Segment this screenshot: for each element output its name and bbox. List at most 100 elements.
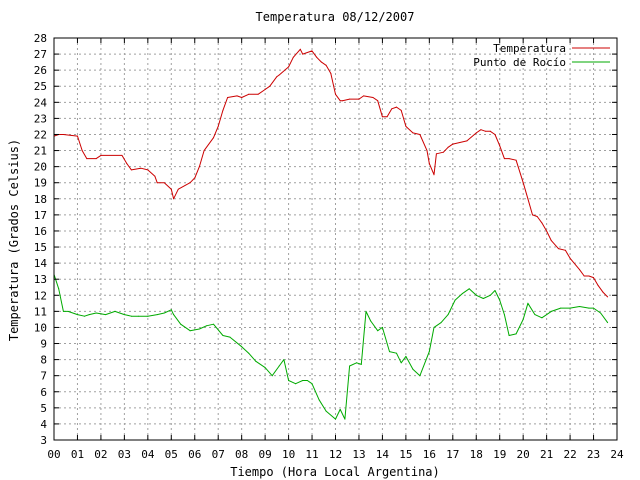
data-point-punto-de-rocio (311, 383, 313, 385)
data-point-punto-de-rocio (180, 323, 182, 325)
x-tick-label: 02 (94, 448, 107, 461)
data-point-punto-de-rocio (335, 418, 336, 420)
y-tick-label: 23 (34, 112, 47, 125)
data-point-temperatura (81, 150, 83, 152)
data-point-temperatura (557, 248, 559, 250)
data-point-punto-de-rocio (468, 288, 470, 290)
data-point-temperatura (335, 93, 336, 95)
data-point-punto-de-rocio (67, 310, 69, 312)
y-tick-label: 13 (34, 273, 47, 286)
legend-label-temperatura: Temperatura (493, 42, 566, 55)
data-point-punto-de-rocio (288, 380, 290, 381)
x-tick-label: 07 (212, 448, 225, 461)
data-point-temperatura (276, 76, 278, 78)
data-point-punto-de-rocio (206, 325, 207, 327)
x-tick-label: 04 (141, 448, 155, 461)
data-point-punto-de-rocio (405, 355, 407, 357)
data-point-punto-de-rocio (527, 302, 529, 304)
data-point-temperatura (248, 93, 250, 95)
data-point-punto-de-rocio (499, 299, 501, 301)
data-point-punto-de-rocio (419, 375, 421, 377)
data-point-temperatura (536, 216, 538, 217)
data-point-temperatura (499, 145, 501, 147)
data-point-temperatura (522, 182, 524, 184)
x-tick-label: 13 (352, 448, 365, 461)
data-point-temperatura (302, 53, 304, 55)
data-point-punto-de-rocio (600, 312, 602, 314)
data-point-punto-de-rocio (77, 314, 78, 316)
data-point-punto-de-rocio (163, 312, 165, 314)
data-point-punto-de-rocio (105, 314, 107, 316)
data-point-punto-de-rocio (344, 418, 346, 420)
y-tick-label: 21 (34, 145, 47, 158)
data-point-punto-de-rocio (62, 310, 64, 312)
axis-ticks: 3 4 5 6 7 8 9 10 11 12 13 14 15 16 17 18 19 20 21 22 23 24 25 2… (34, 32, 624, 461)
data-point-temperatura (508, 158, 510, 160)
data-point-punto-de-rocio (461, 293, 463, 295)
y-tick-label: 10 (34, 321, 47, 334)
data-point-punto-de-rocio (534, 314, 536, 316)
data-point-temperatura (485, 130, 487, 132)
x-tick-label: 10 (282, 448, 295, 461)
x-tick-label: 03 (118, 448, 131, 461)
x-tick-label: 09 (259, 448, 272, 461)
data-point-temperatura (494, 134, 496, 135)
data-point-temperatura (278, 74, 280, 76)
y-tick-label: 9 (40, 338, 47, 351)
data-point-temperatura (372, 97, 374, 98)
y-tick-label: 18 (34, 193, 47, 206)
data-point-punto-de-rocio (569, 307, 571, 309)
x-axis-label: Tiempo (Hora Local Argentina) (230, 465, 440, 479)
data-point-temperatura (579, 269, 580, 271)
data-point-temperatura (100, 154, 102, 156)
data-point-temperatura (396, 106, 397, 108)
chart-title: Temperatura 08/12/2007 (256, 10, 415, 24)
y-tick-label: 19 (34, 177, 47, 190)
x-tick-label: 17 (446, 448, 459, 461)
y-tick-label: 8 (40, 354, 47, 367)
data-point-punto-de-rocio (255, 360, 257, 362)
legend: Temperatura Punto de Rocío (473, 42, 610, 69)
data-point-punto-de-rocio (283, 359, 285, 361)
data-point-temperatura (583, 275, 585, 277)
x-tick-label: 12 (329, 448, 342, 461)
data-point-punto-de-rocio (302, 380, 304, 381)
x-tick-label: 06 (188, 448, 201, 461)
data-point-temperatura (541, 222, 543, 224)
data-point-punto-de-rocio (607, 322, 609, 324)
y-tick-label: 25 (34, 80, 47, 93)
data-point-temperatura (154, 175, 156, 177)
x-tick-label: 16 (423, 448, 436, 461)
data-point-temperatura (588, 275, 590, 277)
data-point-temperatura (426, 150, 428, 152)
data-point-punto-de-rocio (560, 307, 562, 309)
data-point-punto-de-rocio (440, 322, 442, 324)
data-point-temperatura (527, 198, 529, 200)
data-point-punto-de-rocio (156, 314, 158, 316)
data-point-temperatura (342, 100, 343, 102)
data-point-punto-de-rocio (396, 352, 397, 354)
data-point-punto-de-rocio (377, 330, 379, 332)
data-point-punto-de-rocio (349, 365, 351, 367)
data-point-punto-de-rocio (137, 315, 139, 317)
data-point-punto-de-rocio (482, 298, 484, 299)
data-point-temperatura (428, 162, 430, 164)
x-tick-label: 00 (47, 448, 60, 461)
data-point-temperatura (419, 134, 421, 135)
data-point-temperatura (236, 95, 238, 97)
data-point-temperatura (147, 169, 149, 171)
x-tick-label: 11 (305, 448, 318, 461)
data-point-temperatura (489, 130, 491, 132)
data-point-temperatura (447, 146, 449, 148)
y-tick-label: 14 (34, 257, 48, 270)
data-point-punto-de-rocio (475, 294, 477, 296)
data-point-temperatura (381, 116, 383, 118)
data-point-punto-de-rocio (84, 315, 85, 317)
y-tick-label: 5 (40, 402, 47, 415)
data-point-temperatura (130, 169, 132, 171)
data-point-temperatura (475, 132, 477, 134)
data-point-punto-de-rocio (370, 320, 372, 322)
data-point-punto-de-rocio (241, 346, 243, 348)
data-point-temperatura (435, 153, 437, 155)
data-point-punto-de-rocio (428, 351, 430, 353)
